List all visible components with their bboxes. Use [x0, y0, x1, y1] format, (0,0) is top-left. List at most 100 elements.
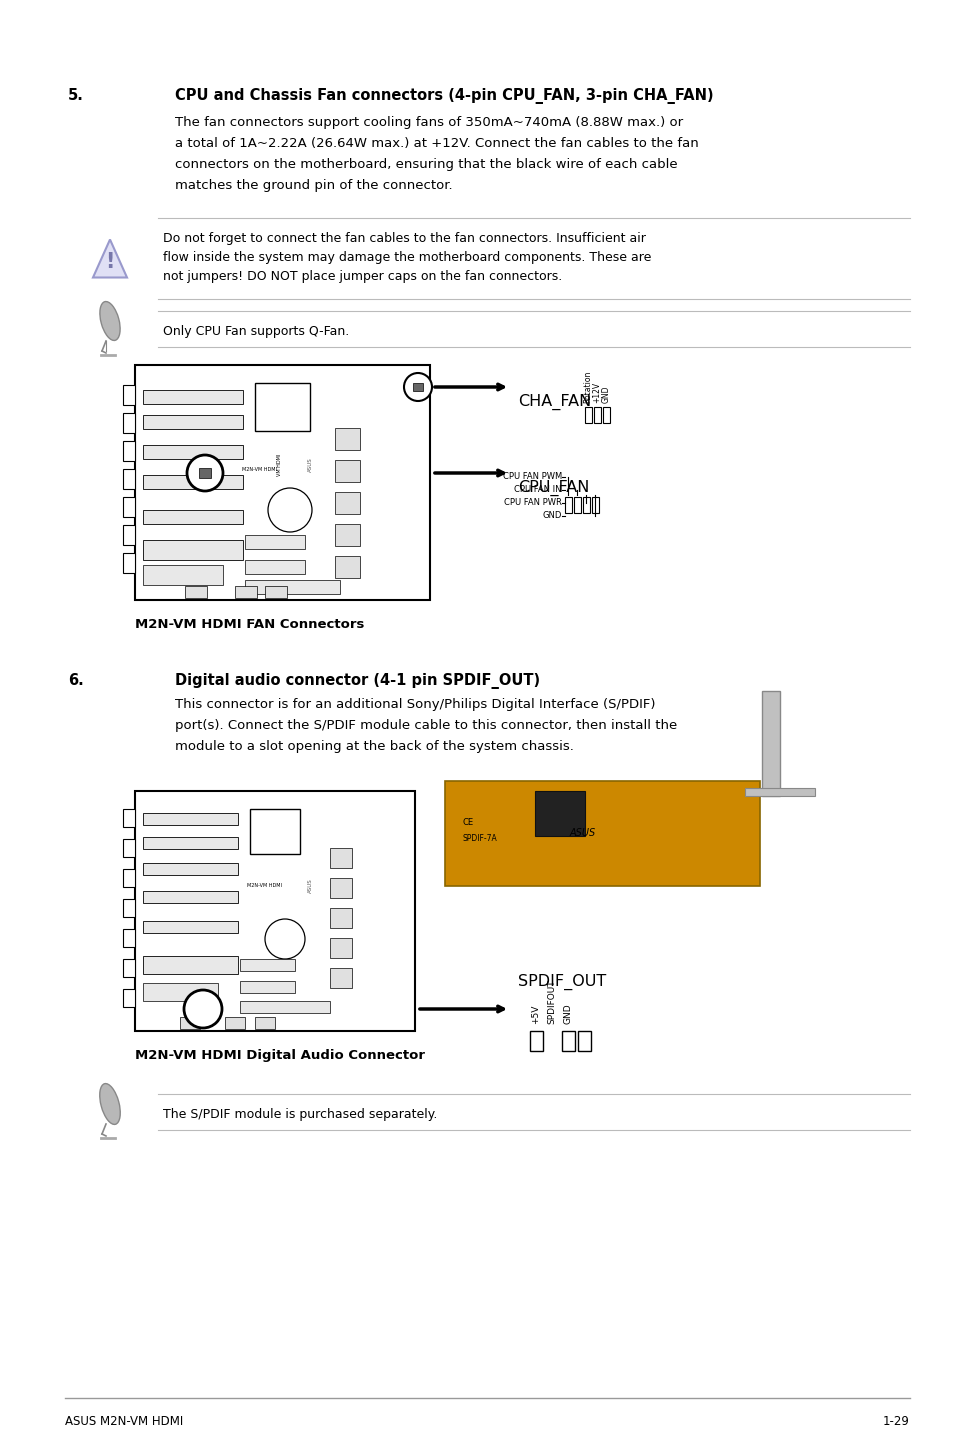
Text: GND: GND — [563, 1004, 572, 1024]
Bar — [535, 791, 584, 835]
Text: Do not forget to connect the fan cables to the fan connectors. Insufficient air: Do not forget to connect the fan cables … — [163, 232, 645, 244]
Circle shape — [265, 919, 305, 959]
Bar — [254, 383, 310, 431]
Bar — [594, 407, 600, 423]
Text: The fan connectors support cooling fans of 350mA~740mA (8.88W max.) or: The fan connectors support cooling fans … — [174, 116, 682, 129]
Text: VM HDMI: VM HDMI — [277, 454, 282, 476]
Bar — [185, 587, 207, 598]
Text: M2N-VM HDMI: M2N-VM HDMI — [242, 467, 277, 473]
Bar — [143, 390, 243, 404]
Text: Digital audio connector (4-1 pin SPDIF_OUT): Digital audio connector (4-1 pin SPDIF_O… — [174, 673, 539, 689]
Bar — [330, 879, 352, 897]
Circle shape — [403, 372, 432, 401]
Bar — [199, 467, 211, 477]
Bar — [564, 498, 572, 513]
Bar — [330, 968, 352, 988]
Circle shape — [187, 454, 223, 490]
Bar — [143, 541, 243, 559]
Bar — [123, 554, 135, 572]
Bar — [143, 812, 237, 825]
Circle shape — [184, 989, 222, 1028]
Bar — [335, 523, 359, 546]
Text: +12V: +12V — [592, 383, 601, 403]
Bar — [123, 959, 135, 976]
Bar — [582, 498, 589, 513]
Text: SPDIFOUT: SPDIFOUT — [547, 979, 556, 1024]
Text: ASUS M2N-VM HDMI: ASUS M2N-VM HDMI — [65, 1415, 183, 1428]
Bar — [530, 1031, 542, 1051]
Text: This connector is for an additional Sony/Philips Digital Interface (S/PDIF): This connector is for an additional Sony… — [174, 697, 655, 710]
Text: port(s). Connect the S/PDIF module cable to this connector, then install the: port(s). Connect the S/PDIF module cable… — [174, 719, 677, 732]
Bar — [444, 781, 760, 886]
Bar — [335, 557, 359, 578]
Text: M2N-VM HDMI Digital Audio Connector: M2N-VM HDMI Digital Audio Connector — [135, 1048, 424, 1063]
Bar — [143, 956, 237, 974]
Bar — [143, 863, 237, 874]
Bar — [744, 788, 814, 797]
Text: 5.: 5. — [68, 88, 84, 104]
Bar — [335, 460, 359, 482]
Bar — [123, 441, 135, 462]
Bar — [240, 1001, 330, 1012]
Bar — [245, 580, 339, 594]
Bar — [240, 959, 294, 971]
Bar — [123, 413, 135, 433]
Bar — [143, 837, 237, 848]
Text: CPU FAN PWR: CPU FAN PWR — [503, 499, 561, 508]
Bar — [135, 791, 415, 1031]
Bar — [330, 907, 352, 928]
Text: Rotation: Rotation — [583, 371, 592, 403]
Bar — [602, 407, 609, 423]
Bar — [143, 984, 218, 1001]
Text: connectors on the motherboard, ensuring that the black wire of each cable: connectors on the motherboard, ensuring … — [174, 158, 677, 171]
Text: CPU_FAN: CPU_FAN — [517, 480, 589, 496]
Bar — [123, 385, 135, 406]
Text: GND: GND — [601, 385, 610, 403]
Text: !: ! — [105, 253, 114, 272]
Bar — [254, 1017, 274, 1030]
Bar — [265, 587, 287, 598]
Bar — [250, 810, 299, 854]
Bar — [135, 365, 430, 600]
Circle shape — [268, 487, 312, 532]
Text: 1-29: 1-29 — [882, 1415, 909, 1428]
Text: CE: CE — [462, 818, 474, 827]
Bar — [234, 587, 256, 598]
Bar — [123, 525, 135, 545]
Text: GND: GND — [542, 512, 561, 521]
Bar — [584, 407, 592, 423]
Bar — [123, 989, 135, 1007]
Bar — [413, 383, 422, 391]
Bar — [123, 899, 135, 917]
Text: ASUS: ASUS — [307, 457, 313, 472]
Text: CPU and Chassis Fan connectors (4-pin CPU_FAN, 3-pin CHA_FAN): CPU and Chassis Fan connectors (4-pin CP… — [174, 88, 713, 104]
Bar — [225, 1017, 245, 1030]
Bar — [123, 929, 135, 948]
Text: CPU FAN PWM: CPU FAN PWM — [502, 473, 561, 482]
Bar — [330, 938, 352, 958]
Bar — [330, 848, 352, 869]
Text: +5V: +5V — [531, 1005, 540, 1024]
Bar — [123, 469, 135, 489]
Text: 6.: 6. — [68, 673, 84, 687]
Bar — [123, 838, 135, 857]
Text: CHA_FAN: CHA_FAN — [517, 394, 591, 410]
Ellipse shape — [100, 302, 120, 341]
Bar — [574, 498, 580, 513]
Bar — [123, 869, 135, 887]
Bar — [245, 535, 305, 549]
Bar — [335, 429, 359, 450]
Text: Only CPU Fan supports Q-Fan.: Only CPU Fan supports Q-Fan. — [163, 325, 349, 338]
Bar — [180, 1017, 200, 1030]
Text: M2N-VM HDMI: M2N-VM HDMI — [247, 883, 282, 889]
Text: not jumpers! DO NOT place jumper caps on the fan connectors.: not jumpers! DO NOT place jumper caps on… — [163, 270, 561, 283]
Text: matches the ground pin of the connector.: matches the ground pin of the connector. — [174, 178, 452, 193]
Text: flow inside the system may damage the motherboard components. These are: flow inside the system may damage the mo… — [163, 252, 651, 265]
Bar — [240, 981, 294, 994]
Text: The S/PDIF module is purchased separately.: The S/PDIF module is purchased separatel… — [163, 1109, 436, 1122]
Bar — [592, 498, 598, 513]
Bar — [143, 416, 243, 429]
Text: ASUS: ASUS — [307, 879, 313, 893]
Bar — [143, 892, 237, 903]
Polygon shape — [92, 240, 127, 278]
